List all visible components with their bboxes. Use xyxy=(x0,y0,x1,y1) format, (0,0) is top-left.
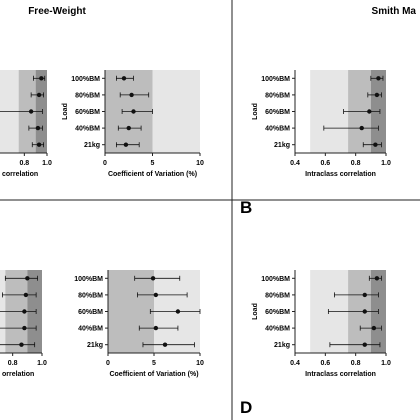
x-axis-label: correlation xyxy=(2,171,38,178)
category-label: 80%BM xyxy=(265,92,290,99)
category-label: 40%BM xyxy=(265,126,290,133)
x-tick-label: 0.8 xyxy=(351,160,361,167)
category-label: 21kg xyxy=(274,142,290,149)
data-point xyxy=(367,109,372,114)
data-point xyxy=(28,109,34,114)
x-tick-label: 0.6 xyxy=(320,160,330,167)
chart-tr-icc: 0.4 0.6 0.8 1.0 Intraclass correlation Load 10… xyxy=(252,70,391,178)
panel-letter-b: B xyxy=(240,198,252,217)
x-axis-label: Intraclass correlation xyxy=(305,171,376,178)
category-label: 40%BM xyxy=(78,326,103,333)
data-point xyxy=(19,342,24,347)
category-label: 100%BM xyxy=(261,276,290,283)
chart-br-icc: 0.4 0.6 0.8 1.0 Intraclass correlation Load 10… xyxy=(252,270,391,378)
x-tick-label: 0.8 xyxy=(8,360,18,367)
data-point xyxy=(362,309,367,314)
data-point xyxy=(131,109,136,114)
data-point xyxy=(373,142,378,147)
data-point xyxy=(362,342,367,347)
x-axis-label: Coefficient of Variation (%) xyxy=(108,171,197,178)
band-1 xyxy=(108,270,154,353)
x-tick-label: 1.0 xyxy=(381,360,391,367)
x-axis-label: orrelation xyxy=(2,371,34,378)
x-axis-label: Coefficient of Variation (%) xyxy=(109,371,198,378)
x-tick-label: 0 xyxy=(103,160,107,167)
x-tick-label: 0.8 xyxy=(19,160,29,167)
data-point xyxy=(36,142,42,147)
data-point xyxy=(23,292,29,298)
x-tick-label: 10 xyxy=(196,160,204,167)
category-label: 21kg xyxy=(87,342,103,349)
data-point xyxy=(35,125,41,131)
data-point xyxy=(126,125,131,131)
band-2 xyxy=(152,70,200,153)
data-point xyxy=(371,325,377,331)
x-tick-label: 0.6 xyxy=(320,360,330,367)
chart-tl-icc: 0.8 1.0 correlation xyxy=(0,70,52,178)
data-point xyxy=(162,342,168,347)
data-point xyxy=(121,76,127,81)
data-point xyxy=(362,292,367,298)
category-label: 40%BM xyxy=(265,326,290,333)
data-point xyxy=(25,276,30,281)
x-tick-label: 0.8 xyxy=(351,360,361,367)
panel-letter-d: D xyxy=(240,398,252,417)
data-point xyxy=(129,92,134,98)
data-point xyxy=(39,76,44,81)
category-label: 40%BM xyxy=(75,126,100,133)
free-weight-header: Free-Weight xyxy=(28,6,86,17)
category-label: 100%BM xyxy=(74,276,103,283)
data-point xyxy=(22,309,27,314)
category-label: 60%BM xyxy=(265,309,290,316)
data-point xyxy=(153,325,159,331)
category-label: 60%BM xyxy=(78,309,103,316)
y-axis-label: Load xyxy=(252,303,259,320)
chart-tl-cv: 0 5 10 Coefficient of Variation (%) Load 100%… xyxy=(62,70,204,178)
category-label: 80%BM xyxy=(78,292,103,299)
category-label: 80%BM xyxy=(265,292,290,299)
x-tick-label: 0.4 xyxy=(290,360,300,367)
category-label: 21kg xyxy=(274,342,290,349)
x-tick-label: 10 xyxy=(196,360,204,367)
x-tick-label: 5 xyxy=(151,160,155,167)
category-label: 60%BM xyxy=(265,109,290,116)
data-point xyxy=(374,92,380,98)
data-point xyxy=(376,76,381,81)
data-point xyxy=(175,309,181,314)
category-label: 60%BM xyxy=(75,109,100,116)
smith-machine-header: Smith Ma xyxy=(372,6,417,17)
x-tick-label: 1.0 xyxy=(381,160,391,167)
x-axis-label: Intraclass correlation xyxy=(305,371,376,378)
data-point xyxy=(150,276,156,281)
data-point xyxy=(374,276,380,281)
category-label: 100%BM xyxy=(71,76,100,83)
data-point xyxy=(359,125,364,131)
y-axis-label: Load xyxy=(62,103,69,120)
category-label: 80%BM xyxy=(75,92,100,99)
chart-bl-cv: 0 5 10 Coefficient of Variation (%) 100%BM 80… xyxy=(74,270,204,378)
data-point xyxy=(153,292,159,298)
y-axis-label: Load xyxy=(252,103,259,120)
band-2 xyxy=(310,70,349,153)
category-label: 100%BM xyxy=(261,76,290,83)
x-tick-label: 1.0 xyxy=(42,160,52,167)
data-point xyxy=(22,325,27,331)
x-tick-label: 0.4 xyxy=(290,160,300,167)
x-tick-label: 1.0 xyxy=(37,360,47,367)
x-tick-label: 5 xyxy=(152,360,156,367)
category-label: 21kg xyxy=(84,142,100,149)
x-tick-label: 0 xyxy=(106,360,110,367)
data-point xyxy=(123,142,129,147)
data-point xyxy=(36,92,42,98)
